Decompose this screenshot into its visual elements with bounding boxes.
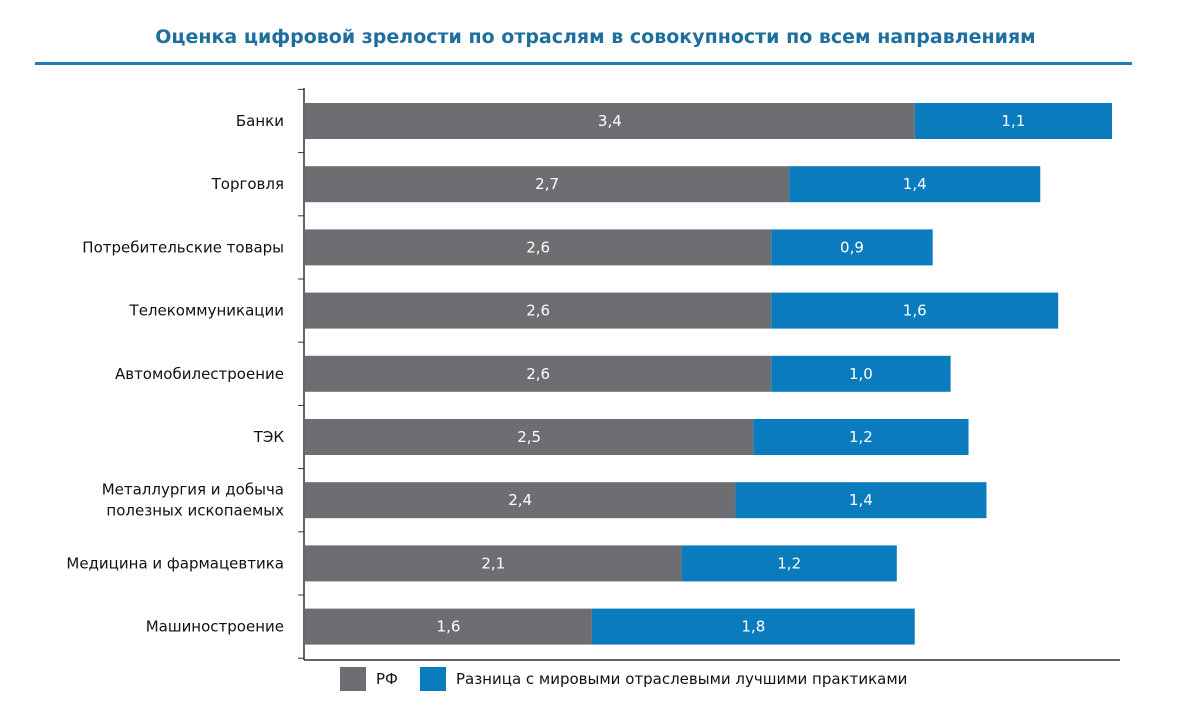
bar-rf (305, 229, 772, 266)
bar-rf (305, 292, 772, 329)
bar-gap (771, 355, 951, 392)
bar-gap (914, 103, 1112, 139)
data-label-rf: 2,6 (526, 238, 550, 256)
category-label: Торговля (211, 175, 284, 193)
legend-item-rf: РФ (340, 667, 398, 691)
bar-rf (305, 545, 682, 582)
legend-swatch-gap (419, 667, 446, 691)
category-label: Металлургия и добыча полезных ископаемых (102, 481, 284, 520)
category-label: Машиностроение (146, 618, 284, 636)
category-label: Потребительские товары (82, 238, 284, 256)
category-label: ТЭК (253, 428, 285, 446)
category-label: Банки (236, 112, 284, 130)
data-label-gap: 1,2 (777, 554, 801, 572)
legend-label-rf: РФ (376, 670, 398, 688)
legend-item-gap: Разница с мировыми отраслевыми лучшими п… (419, 667, 908, 691)
bar-gap (681, 545, 897, 582)
bar-rf (305, 355, 772, 392)
bar-rf (305, 103, 915, 139)
bar-rf (305, 608, 592, 645)
data-label-gap: 1,1 (1001, 112, 1025, 130)
data-label-gap: 1,8 (741, 618, 765, 636)
data-label-gap: 1,4 (849, 491, 873, 509)
bar-rf (305, 419, 754, 455)
bar-gap (789, 166, 1041, 203)
bar-gap (735, 482, 987, 519)
bar-gap (771, 229, 933, 266)
legend-swatch-rf (340, 667, 366, 691)
data-label-rf: 2,1 (481, 554, 505, 572)
bar-gap (591, 608, 915, 645)
legend-label-gap: Разница с мировыми отраслевыми лучшими п… (455, 670, 908, 688)
data-label-gap: 1,2 (849, 428, 873, 446)
data-label-rf: 2,6 (526, 302, 550, 320)
category-label: Телекоммуникации (129, 302, 284, 320)
category-label: Автомобилестроение (115, 365, 284, 383)
title-divider (35, 62, 1132, 65)
bar-gap (753, 419, 969, 455)
data-label-gap: 1,0 (849, 365, 873, 383)
legend: РФ Разница с мировыми отраслевыми лучшим… (340, 667, 929, 691)
chart-title: Оценка цифровой зрелости по отраслям в с… (155, 26, 1036, 48)
bar-rf (305, 166, 790, 203)
data-label-gap: 1,6 (903, 302, 927, 320)
data-label-rf: 2,5 (517, 428, 541, 446)
category-label: Медицина и фармацевтика (66, 554, 284, 572)
data-label-rf: 3,4 (598, 112, 622, 130)
data-label-rf: 2,6 (526, 365, 550, 383)
bar-rf (305, 482, 736, 519)
data-label-gap: 0,9 (840, 238, 864, 256)
bar-gap (771, 292, 1059, 329)
data-label-rf: 2,7 (535, 175, 559, 193)
data-label-rf: 2,4 (508, 491, 532, 509)
data-label-rf: 1,6 (437, 618, 461, 636)
data-label-gap: 1,4 (903, 175, 927, 193)
